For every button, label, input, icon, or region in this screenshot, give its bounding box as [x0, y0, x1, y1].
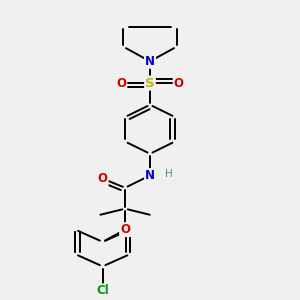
- Text: H: H: [165, 169, 172, 179]
- Text: N: N: [145, 169, 155, 182]
- Text: S: S: [145, 76, 155, 90]
- Text: O: O: [120, 223, 130, 236]
- Text: O: O: [174, 76, 184, 90]
- Text: O: O: [98, 172, 108, 185]
- Text: O: O: [116, 76, 126, 90]
- Text: N: N: [145, 55, 155, 68]
- Text: Cl: Cl: [96, 284, 109, 297]
